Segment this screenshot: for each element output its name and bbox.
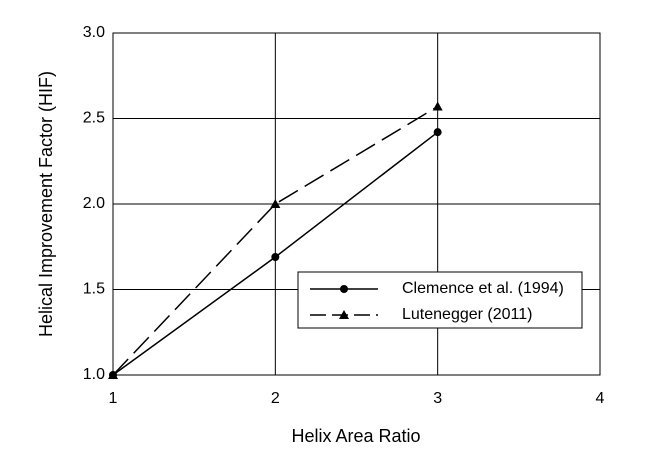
series-line xyxy=(112,105,439,376)
x-tick-label: 3 xyxy=(433,390,442,407)
x-axis-label: Helix Area Ratio xyxy=(291,426,420,446)
y-tick-label: 1.5 xyxy=(83,281,105,298)
data-point xyxy=(271,253,280,262)
x-tick-label: 1 xyxy=(109,390,118,407)
legend-marker xyxy=(339,310,349,319)
y-tick-label: 1.0 xyxy=(83,366,105,383)
data-point xyxy=(270,199,281,208)
x-tick-label: 4 xyxy=(596,390,605,407)
legend-label: Clemence et al. (1994) xyxy=(402,280,564,297)
data-point xyxy=(108,370,118,379)
x-tick-label: 2 xyxy=(271,390,280,407)
data-point xyxy=(433,128,442,137)
legend-marker xyxy=(340,285,348,293)
y-tick-label: 2.0 xyxy=(83,195,105,212)
y-axis-label: Helical Improvement Factor (HIF) xyxy=(36,71,56,337)
y-tick-label: 3.0 xyxy=(83,24,105,41)
y-tick-label: 2.5 xyxy=(83,110,105,127)
legend-label: Lutenegger (2011) xyxy=(402,306,532,323)
data-point xyxy=(432,101,443,111)
